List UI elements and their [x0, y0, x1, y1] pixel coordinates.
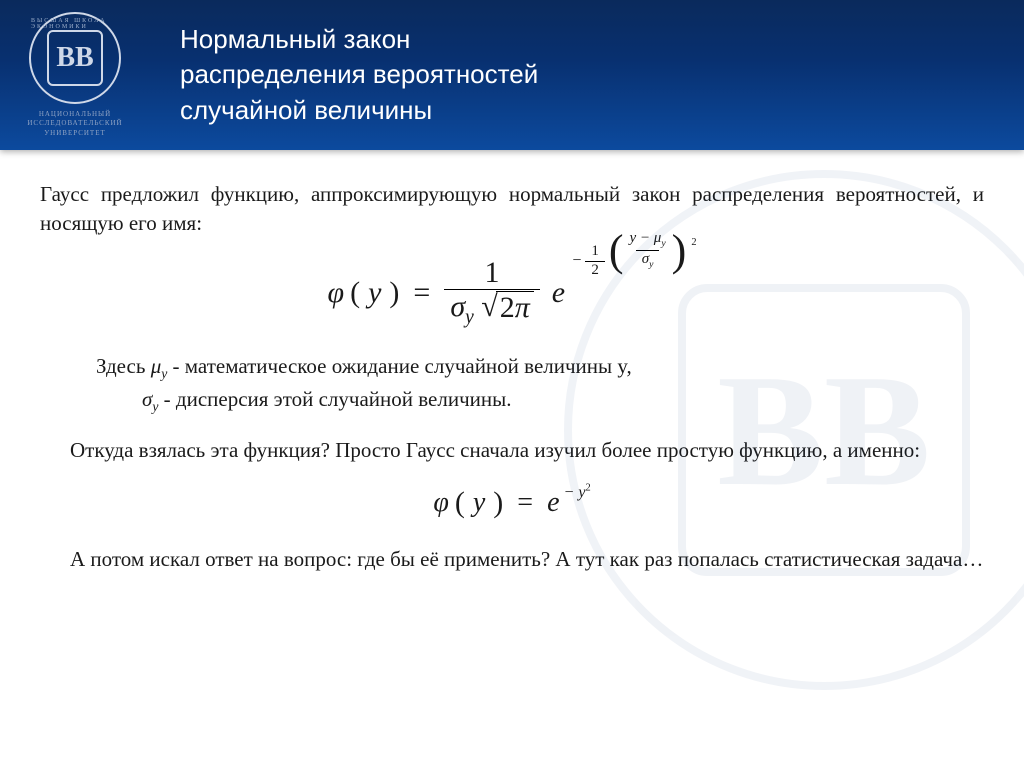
title-line: случайной величины: [180, 93, 538, 128]
conclusion-paragraph: А потом искал ответ на вопрос: где бы её…: [40, 545, 984, 574]
symbol-definitions: Здесь μy - математическое ожидание случа…: [40, 351, 984, 418]
exponent: − 1 2 ( y − μy σy ) 2: [572, 231, 696, 279]
logo-ring-text-top: ВЫСШАЯ ШКОЛА ЭКОНОМИКИ: [31, 18, 119, 30]
coefficient-fraction: 1 σy √2π: [444, 257, 539, 329]
title-line: Нормальный закон: [180, 22, 538, 57]
logo-caption: НАЦИОНАЛЬНЫЙ ИССЛЕДОВАТЕЛЬСКИЙ УНИВЕРСИТ…: [0, 110, 150, 137]
simple-gaussian-formula: φ ( y ) = e − y2: [40, 483, 984, 522]
slide-title: Нормальный закон распределения вероятнос…: [150, 22, 538, 127]
logo-monogram: ВВ: [47, 30, 103, 86]
slide-body: ВВ Гаусс предложил функцию, аппроксимиру…: [0, 150, 1024, 768]
title-line: распределения вероятностей: [180, 57, 538, 92]
sigma-definition: σy - дисперсия этой случайной величины.: [96, 384, 984, 418]
arg-y: y: [366, 272, 383, 314]
phi-symbol: φ: [327, 272, 344, 314]
intro-paragraph: Гаусс предложил функцию, аппроксимирующу…: [40, 180, 984, 239]
euler-e: e: [546, 272, 565, 314]
question-paragraph: Откуда взялась эта функция? Просто Гаусс…: [40, 436, 984, 465]
logo-outer-ring: ВЫСШАЯ ШКОЛА ЭКОНОМИКИ ВВ: [29, 12, 121, 104]
gaussian-pdf-formula: φ ( y ) = 1 σy √2π e − 1 2 ( y: [40, 257, 984, 329]
slide-header: ВЫСШАЯ ШКОЛА ЭКОНОМИКИ ВВ НАЦИОНАЛЬНЫЙ И…: [0, 0, 1024, 150]
mu-definition: Здесь μy - математическое ожидание случа…: [96, 351, 984, 385]
university-logo: ВЫСШАЯ ШКОЛА ЭКОНОМИКИ ВВ НАЦИОНАЛЬНЫЙ И…: [0, 0, 150, 150]
